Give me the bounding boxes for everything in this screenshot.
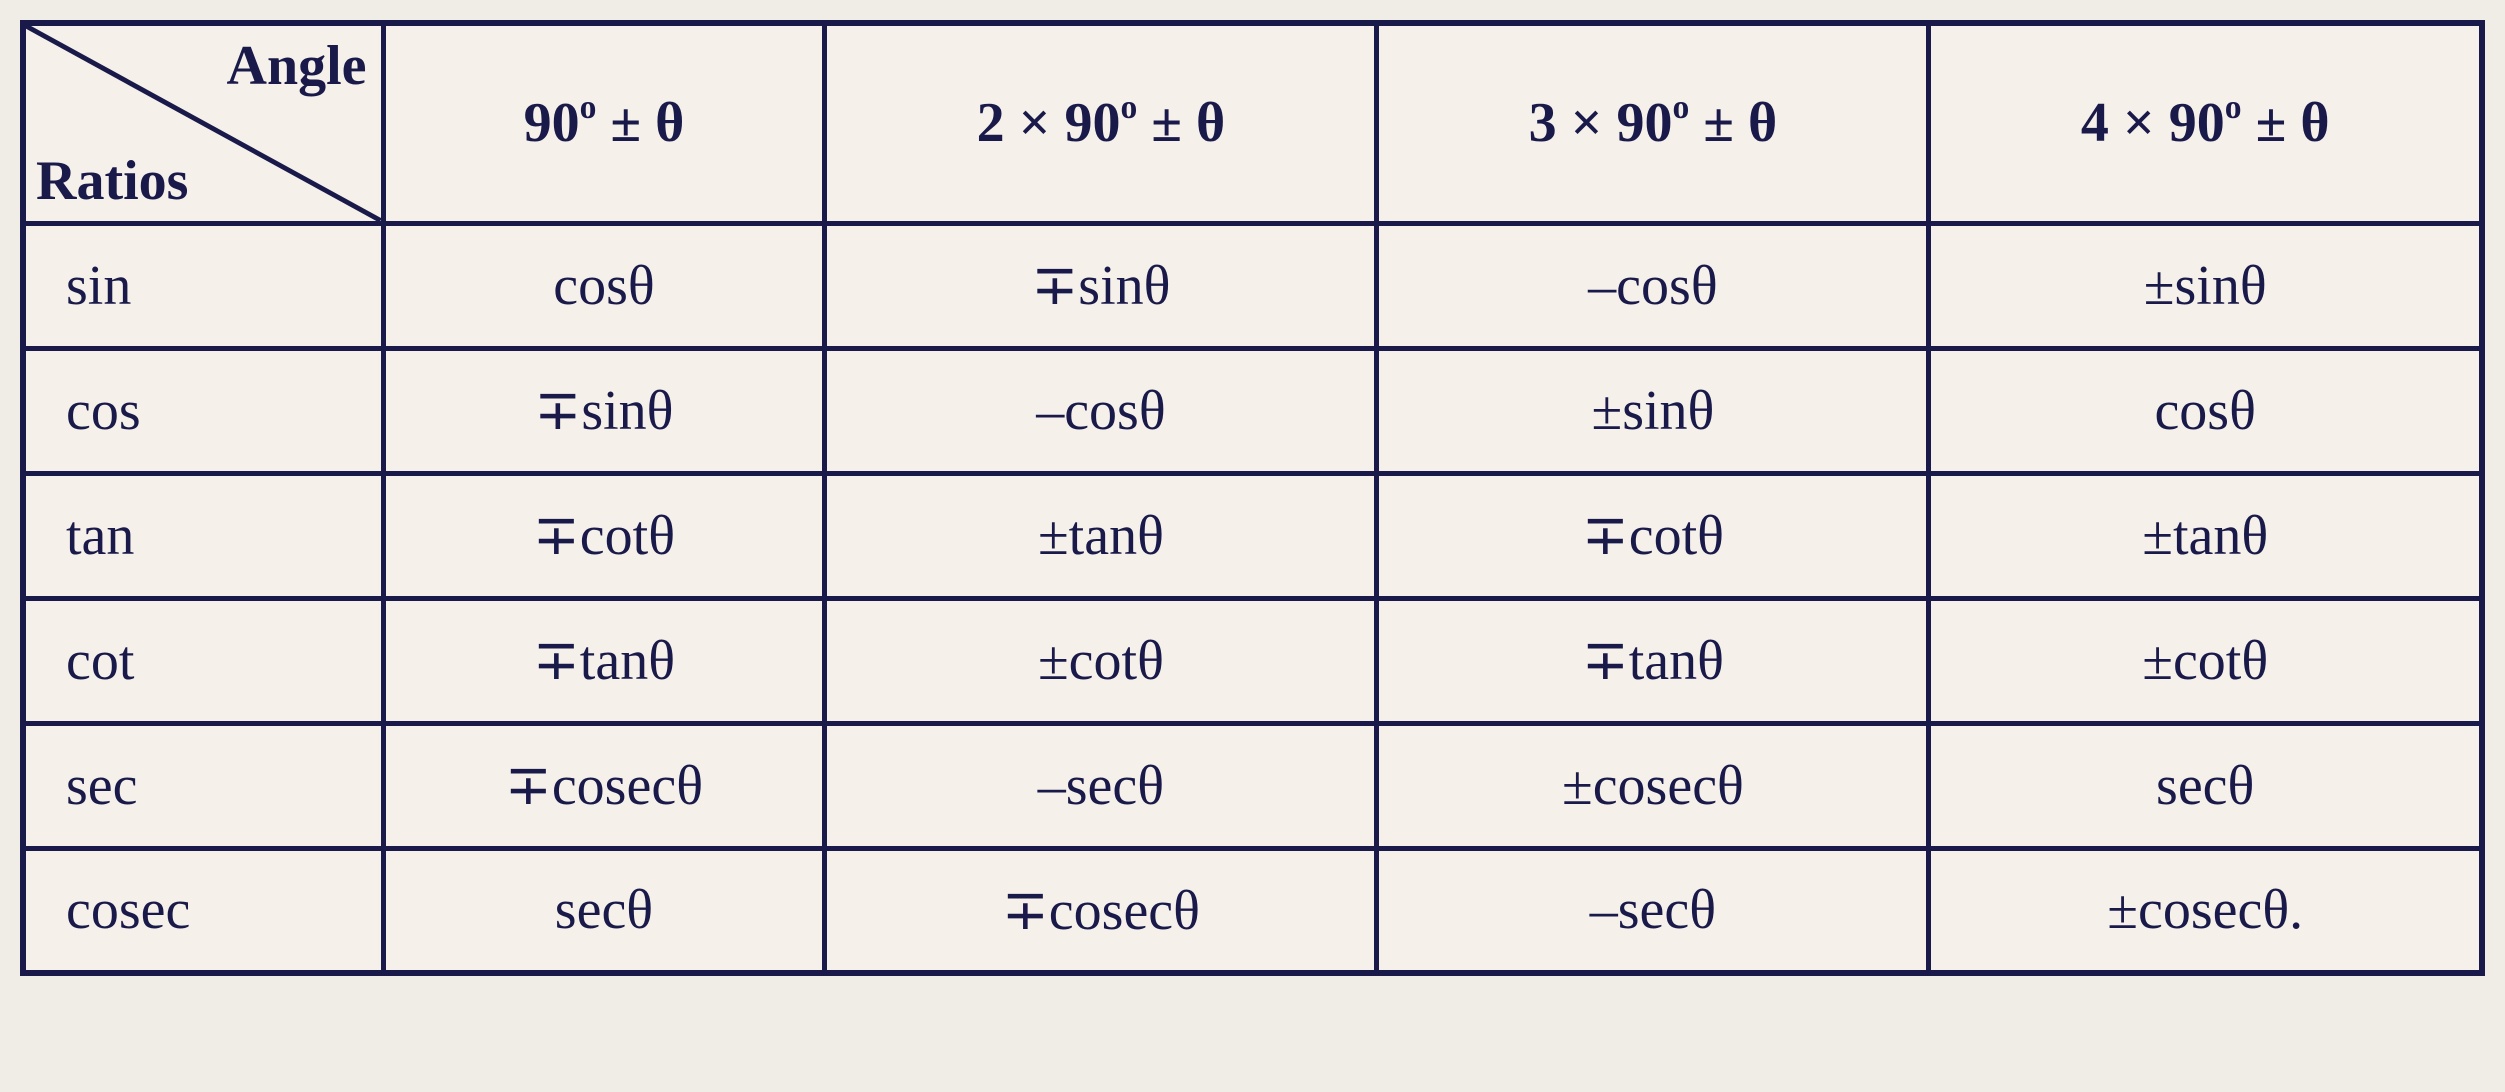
ratio-label: cosec [23,848,383,973]
cell: ±cotθ [825,598,1377,723]
cell: ∓cotθ [383,473,825,598]
cell: ±cosecθ [1377,723,1929,848]
cell: ±cotθ [1929,598,2482,723]
cell: ±sinθ [1929,223,2482,348]
cell: ±tanθ [825,473,1377,598]
header-angle-label: Angle [227,34,367,98]
table-body: sin cosθ ∓sinθ –cosθ ±sinθ cos ∓sinθ –co… [23,223,2482,973]
cell: secθ [383,848,825,973]
table-header: Angle Ratios 90o ± θ 2 × 90o ± θ 3 × 90o… [23,23,2482,223]
table-row: cos ∓sinθ –cosθ ±sinθ cosθ [23,348,2482,473]
trig-identity-table: Angle Ratios 90o ± θ 2 × 90o ± θ 3 × 90o… [20,20,2485,976]
cell: ∓cotθ [1377,473,1929,598]
cell: ±cosecθ. [1929,848,2482,973]
ratio-label: cot [23,598,383,723]
ratio-label: sin [23,223,383,348]
trig-identity-table-container: Angle Ratios 90o ± θ 2 × 90o ± θ 3 × 90o… [20,20,2485,976]
ratio-label: sec [23,723,383,848]
table-row: cosec secθ ∓cosecθ –secθ ±cosecθ. [23,848,2482,973]
header-row: Angle Ratios 90o ± θ 2 × 90o ± θ 3 × 90o… [23,23,2482,223]
cell: ∓tanθ [1377,598,1929,723]
ratio-label: cos [23,348,383,473]
cell: –secθ [1377,848,1929,973]
cell: –secθ [825,723,1377,848]
cell: ±sinθ [1377,348,1929,473]
cell: ∓tanθ [383,598,825,723]
ratio-label: tan [23,473,383,598]
cell: ∓cosecθ [383,723,825,848]
cell: secθ [1929,723,2482,848]
table-row: sec ∓cosecθ –secθ ±cosecθ secθ [23,723,2482,848]
col-header-1: 90o ± θ [383,23,825,223]
table-row: sin cosθ ∓sinθ –cosθ ±sinθ [23,223,2482,348]
cell: –cosθ [825,348,1377,473]
col-header-4: 4 × 90o ± θ [1929,23,2482,223]
diagonal-header-cell: Angle Ratios [23,23,383,223]
table-row: cot ∓tanθ ±cotθ ∓tanθ ±cotθ [23,598,2482,723]
cell: cosθ [1929,348,2482,473]
cell: ±tanθ [1929,473,2482,598]
cell: –cosθ [1377,223,1929,348]
cell: ∓sinθ [825,223,1377,348]
header-ratios-label: Ratios [36,149,188,213]
table-row: tan ∓cotθ ±tanθ ∓cotθ ±tanθ [23,473,2482,598]
cell: cosθ [383,223,825,348]
col-header-3: 3 × 90o ± θ [1377,23,1929,223]
cell: ∓cosecθ [825,848,1377,973]
col-header-2: 2 × 90o ± θ [825,23,1377,223]
cell: ∓sinθ [383,348,825,473]
